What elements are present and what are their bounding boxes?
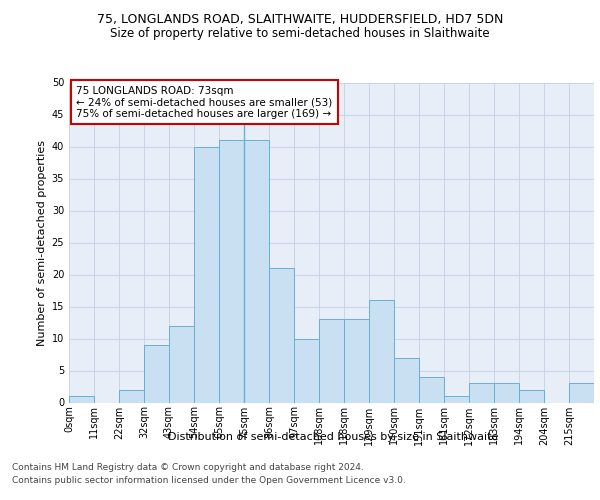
Text: Distribution of semi-detached houses by size in Slaithwaite: Distribution of semi-detached houses by … — [168, 432, 498, 442]
Bar — [494, 384, 519, 402]
Bar — [519, 390, 544, 402]
Text: Contains HM Land Registry data © Crown copyright and database right 2024.: Contains HM Land Registry data © Crown c… — [12, 462, 364, 471]
Bar — [319, 320, 344, 402]
Bar — [219, 140, 244, 402]
Bar — [369, 300, 394, 402]
Text: Size of property relative to semi-detached houses in Slaithwaite: Size of property relative to semi-detach… — [110, 28, 490, 40]
Bar — [344, 320, 369, 402]
Bar — [569, 384, 594, 402]
Text: 75 LONGLANDS ROAD: 73sqm
← 24% of semi-detached houses are smaller (53)
75% of s: 75 LONGLANDS ROAD: 73sqm ← 24% of semi-d… — [77, 86, 333, 119]
Bar — [294, 338, 319, 402]
Text: 75, LONGLANDS ROAD, SLAITHWAITE, HUDDERSFIELD, HD7 5DN: 75, LONGLANDS ROAD, SLAITHWAITE, HUDDERS… — [97, 12, 503, 26]
Bar — [444, 396, 469, 402]
Bar — [69, 396, 94, 402]
Y-axis label: Number of semi-detached properties: Number of semi-detached properties — [37, 140, 47, 346]
Text: Contains public sector information licensed under the Open Government Licence v3: Contains public sector information licen… — [12, 476, 406, 485]
Bar — [194, 146, 219, 402]
Bar — [119, 390, 144, 402]
Bar — [394, 358, 419, 403]
Bar — [419, 377, 444, 402]
Bar — [269, 268, 294, 402]
Bar — [144, 345, 169, 403]
Bar — [169, 326, 194, 402]
Bar — [469, 384, 494, 402]
Bar — [244, 140, 269, 402]
